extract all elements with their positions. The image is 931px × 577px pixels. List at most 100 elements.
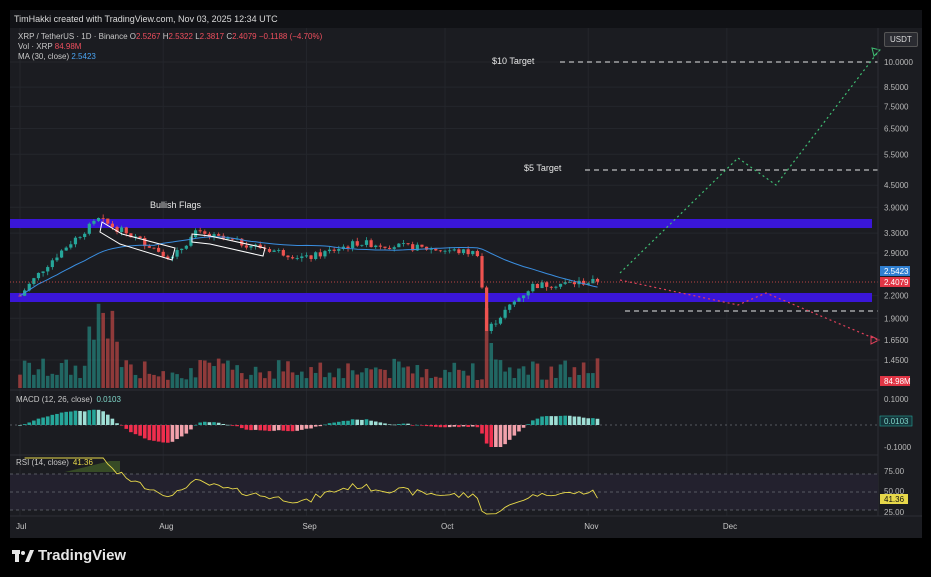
- macd-bar: [586, 418, 591, 425]
- macd-bar: [27, 422, 32, 425]
- macd-bar: [184, 425, 189, 434]
- macd-bar: [258, 425, 263, 431]
- candle-body: [133, 236, 138, 238]
- volume-bar: [438, 377, 443, 388]
- ten-target-label: $10 Target: [492, 56, 535, 66]
- tradingview-brand[interactable]: TradingView: [12, 547, 126, 564]
- macd-bar: [309, 425, 313, 429]
- candle-body: [249, 246, 253, 248]
- volume-bar: [364, 368, 369, 388]
- macd-bar: [244, 425, 249, 430]
- chart-area[interactable]: Bullish Flags $10 Target $5 Target 10.00…: [10, 10, 922, 538]
- macd-bar: [355, 419, 360, 425]
- candle-body: [59, 250, 64, 258]
- candle-body: [364, 240, 369, 245]
- macd-bar: [507, 425, 512, 440]
- candle-body: [101, 217, 105, 219]
- macd-bar: [45, 416, 50, 425]
- candle-body: [207, 233, 212, 237]
- symbol-legend[interactable]: XRP / TetherUS · 1D · Binance O2.5267 H2…: [18, 32, 322, 41]
- candle-body: [568, 282, 572, 283]
- time-axis[interactable]: Jul Aug Sep Oct Nov Dec: [16, 522, 737, 531]
- volume-bar: [226, 360, 230, 388]
- candle-body: [32, 278, 36, 284]
- macd-bar: [50, 414, 55, 425]
- candle-body: [277, 250, 281, 251]
- macd-bar: [55, 413, 59, 425]
- time-tick-label: Dec: [723, 522, 737, 531]
- price-tick-label: 10.0000: [884, 58, 913, 67]
- price-tick-label: 3.9000: [884, 203, 909, 212]
- volume-bar: [32, 374, 36, 388]
- macd-bar: [318, 425, 323, 427]
- candle-body: [240, 238, 244, 246]
- candle-body: [138, 236, 142, 238]
- volume-bar: [161, 371, 166, 388]
- macd-bar: [41, 417, 45, 425]
- macd-bar: [581, 417, 586, 425]
- candle-body: [36, 272, 41, 279]
- volume-bar: [55, 374, 59, 388]
- volume-bar: [115, 341, 119, 388]
- volume-bar: [410, 373, 415, 388]
- candle-body: [383, 246, 387, 248]
- candle-body: [540, 282, 544, 289]
- candle-body: [332, 249, 336, 251]
- brand-name: TradingView: [38, 547, 127, 564]
- macd-bar: [156, 425, 161, 442]
- volume-bar: [355, 374, 360, 388]
- volume-bar: [309, 367, 313, 388]
- candle-body: [46, 267, 50, 272]
- ma-legend[interactable]: MA (30, close) 2.5423: [18, 52, 96, 61]
- price-tick-label: 1.6500: [884, 336, 909, 345]
- volume-bar: [142, 361, 147, 388]
- volume-bar: [253, 366, 258, 388]
- macd-bar: [517, 425, 521, 432]
- price-tick-label: 6.5000: [884, 124, 909, 133]
- chart-svg[interactable]: Bullish Flags $10 Target $5 Target 10.00…: [10, 10, 922, 538]
- time-tick-label: Aug: [159, 522, 173, 531]
- candle-body: [406, 243, 410, 245]
- volume-bar: [207, 362, 212, 388]
- candle-body: [498, 317, 503, 324]
- candle-body: [434, 248, 438, 251]
- volume-bar: [420, 377, 424, 388]
- candle-body: [73, 237, 78, 245]
- candle-body: [521, 295, 526, 299]
- candle-body: [443, 250, 447, 252]
- volume-legend[interactable]: Vol · XRP 84.98M: [18, 42, 81, 51]
- candle-body: [92, 220, 96, 224]
- volume-bar: [119, 367, 124, 388]
- macd-bar: [438, 425, 443, 428]
- volume-bar: [244, 379, 249, 388]
- volume-bar: [558, 364, 563, 388]
- macd-bar: [447, 425, 452, 428]
- candle-body: [189, 237, 193, 246]
- price-axis[interactable]: 10.0000 8.5000 7.5000 6.5000 5.5000 4.5000 3.9…: [884, 58, 913, 365]
- candle-body: [106, 218, 110, 224]
- volume-bar: [332, 377, 336, 388]
- volume-bar: [82, 365, 87, 388]
- current-price-tag: [880, 277, 910, 287]
- volume-bar: [249, 374, 253, 388]
- volume-bar: [475, 379, 480, 388]
- macd-bar: [198, 422, 202, 425]
- macd-bar: [434, 425, 438, 427]
- candle-body: [309, 255, 313, 259]
- macd-bar: [235, 425, 239, 427]
- candle-body: [147, 246, 151, 248]
- candle-body: [267, 249, 272, 252]
- rsi-tick-25: 25.00: [884, 508, 905, 517]
- macd-bar: [133, 425, 138, 435]
- pair-name[interactable]: XRP / TetherUS · 1D · Binance: [18, 32, 128, 41]
- volume-bar: [461, 370, 466, 388]
- macd-bar: [286, 425, 290, 432]
- currency-button[interactable]: USDT: [884, 32, 918, 47]
- macd-bar: [549, 416, 554, 425]
- macd-bar: [87, 410, 92, 425]
- price-tick-label: 8.5000: [884, 83, 909, 92]
- macd-bar: [350, 419, 355, 425]
- volume-bar: [45, 375, 50, 388]
- candle-body: [41, 271, 45, 273]
- macd-bar: [591, 418, 595, 425]
